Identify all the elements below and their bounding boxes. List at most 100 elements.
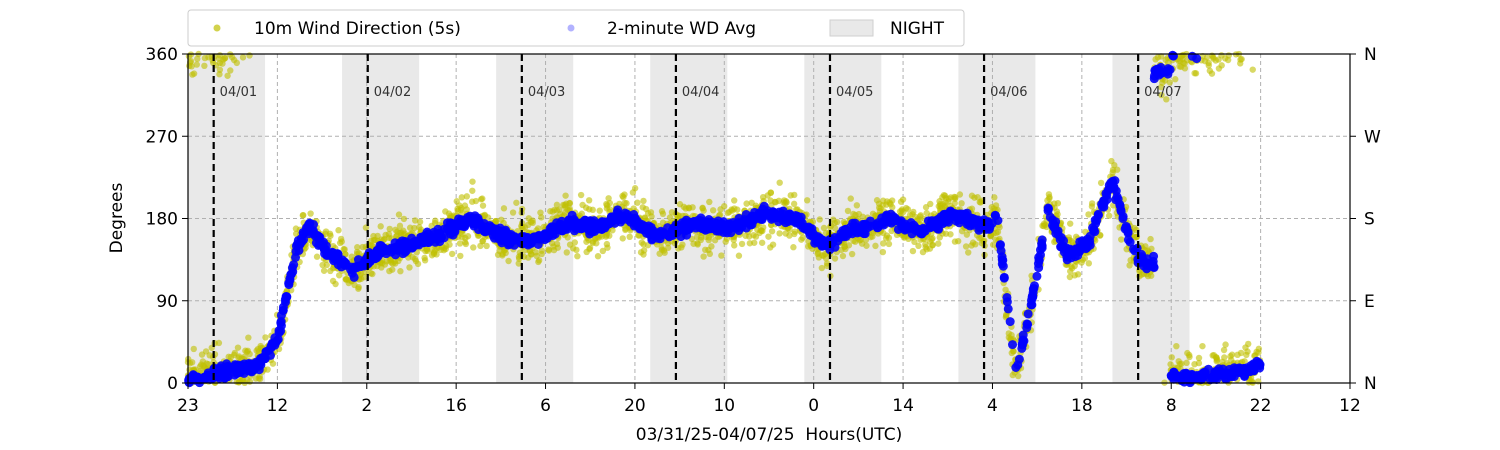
- wd5s-point: [1228, 356, 1235, 364]
- wd5s-point: [791, 228, 799, 235]
- wd5s-point: [519, 223, 526, 231]
- wd5s-point: [545, 246, 552, 253]
- wd5s-point: [187, 57, 195, 65]
- wd5s-point: [790, 244, 797, 251]
- wd5s-point: [448, 250, 456, 258]
- wd5s-point: [912, 213, 919, 221]
- wd2m-point: [1129, 244, 1139, 254]
- wd5s-point: [786, 232, 793, 239]
- wd5s-point: [1203, 54, 1211, 61]
- wd2m-point: [742, 217, 752, 227]
- wd5s-point: [1218, 62, 1225, 69]
- wd2m-point: [774, 207, 784, 217]
- wd5s-point: [529, 217, 536, 224]
- wd2m-point: [840, 225, 850, 235]
- wd5s-point: [1183, 359, 1190, 367]
- wd2m-point: [1002, 297, 1012, 307]
- wd5s-point: [538, 214, 545, 221]
- y-right-tick-label: N: [1364, 45, 1377, 65]
- day-marker-label: 04/04: [682, 85, 719, 100]
- wd2m-point: [493, 227, 503, 237]
- wd5s-point: [942, 230, 950, 237]
- legend-marker-night: [829, 19, 874, 37]
- wd2m-point: [1123, 227, 1133, 237]
- wd2m-point: [818, 241, 828, 251]
- wd5s-point: [193, 61, 200, 68]
- wd2m-point: [1037, 241, 1047, 251]
- wd2m-point: [954, 218, 964, 228]
- wd5s-point: [515, 260, 522, 267]
- wd5s-point: [910, 208, 917, 216]
- wd2m-point: [347, 268, 357, 278]
- wd2m-point: [390, 238, 400, 248]
- wd5s-point: [245, 334, 252, 341]
- wd2m-point: [975, 223, 985, 233]
- legend-label-night: NIGHT: [890, 19, 945, 39]
- wd5s-point: [706, 198, 713, 206]
- wd5s-point: [877, 205, 884, 212]
- wd2m-point: [1187, 375, 1197, 385]
- wd5s-point: [216, 71, 223, 78]
- day-marker-label: 04/01: [220, 85, 257, 100]
- wd2m-point: [962, 219, 972, 229]
- wd5s-point: [767, 197, 774, 204]
- wd5s-point: [636, 232, 643, 239]
- wd2m-point: [230, 361, 240, 371]
- day-marker-label: 04/07: [1144, 85, 1181, 100]
- wd5s-point: [231, 349, 239, 357]
- wd2m-point: [860, 229, 870, 239]
- wd2m-point: [756, 214, 766, 224]
- wd5s-point: [594, 253, 602, 260]
- wd5s-point: [1085, 211, 1092, 218]
- wd5s-point: [320, 267, 328, 274]
- wd5s-point: [1002, 286, 1009, 293]
- wd5s-point: [1066, 273, 1074, 281]
- wd2m-point: [1018, 336, 1028, 346]
- wd2m-point: [1023, 319, 1033, 329]
- wd5s-point: [513, 199, 520, 206]
- wd5s-point: [457, 252, 464, 260]
- wd2m-point: [906, 223, 916, 233]
- wd2m-point: [749, 215, 759, 225]
- wd5s-point: [699, 204, 706, 212]
- wd2m-point: [1255, 363, 1265, 373]
- wd5s-point: [602, 233, 610, 240]
- wd5s-point: [1209, 352, 1216, 359]
- wd5s-point: [818, 252, 826, 259]
- wd5s-point: [1172, 76, 1179, 83]
- wd5s-point: [604, 244, 611, 251]
- wd5s-point: [993, 229, 1000, 237]
- wd5s-point: [965, 249, 972, 256]
- wd5s-point: [378, 264, 385, 271]
- wd2m-point: [961, 209, 971, 219]
- day-marker-label: 04/06: [990, 85, 1027, 100]
- wd5s-point: [621, 199, 628, 207]
- wd5s-point: [540, 223, 547, 231]
- wd5s-point: [1078, 259, 1085, 266]
- wd2m-point: [849, 224, 859, 234]
- wd2m-point: [614, 211, 624, 221]
- wd2m-point: [571, 224, 581, 234]
- wd2m-point: [533, 231, 543, 241]
- wd5s-point: [818, 264, 826, 272]
- wd5s-point: [1191, 69, 1198, 77]
- axis-layer: 0 N 90 E 180 S 270 W 360 N 23 12 2 16 6 20 10 0 14 4 18 8 22 12: [146, 45, 1381, 416]
- wd2m-point: [548, 226, 558, 236]
- wd2m-point: [501, 225, 511, 235]
- wd2m-point: [1093, 209, 1103, 219]
- wd5s-point: [798, 236, 805, 243]
- wd5s-point: [456, 240, 464, 247]
- y-right-tick-label: E: [1364, 292, 1375, 312]
- wd5s-point: [757, 226, 764, 234]
- wd5s-point: [768, 228, 776, 235]
- wd5s-point: [461, 239, 469, 246]
- wd2m-point: [1152, 64, 1162, 74]
- wd2m-point: [1237, 365, 1247, 375]
- wd5s-point: [188, 359, 196, 366]
- wd2m-point: [497, 236, 507, 246]
- wd5s-point: [437, 246, 445, 254]
- wd2m-point: [603, 219, 613, 229]
- wd5s-point: [1212, 57, 1219, 64]
- wd5s-point: [666, 214, 674, 221]
- wd5s-point: [1040, 222, 1047, 230]
